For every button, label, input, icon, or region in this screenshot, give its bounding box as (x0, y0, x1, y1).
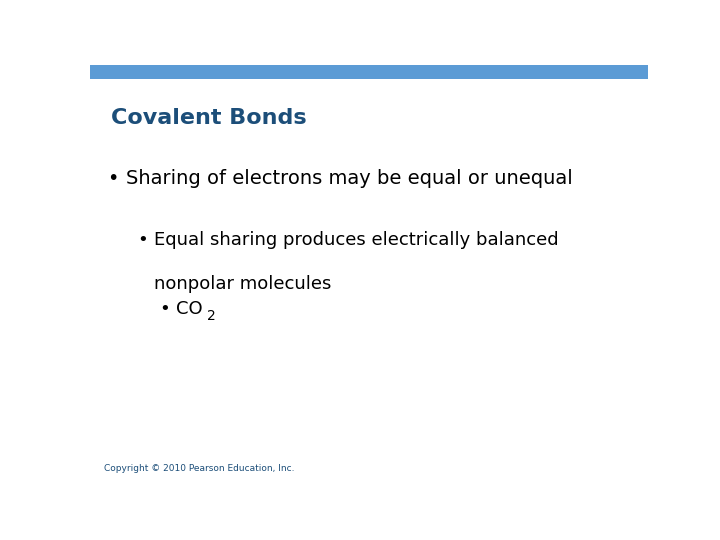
Text: •: • (160, 300, 171, 318)
Text: Copyright © 2010 Pearson Education, Inc.: Copyright © 2010 Pearson Education, Inc. (104, 464, 294, 473)
Text: Equal sharing produces electrically balanced: Equal sharing produces electrically bala… (154, 231, 559, 249)
Text: Covalent Bonds: Covalent Bonds (111, 109, 307, 129)
Text: nonpolar molecules: nonpolar molecules (154, 275, 331, 293)
Text: •: • (107, 168, 118, 188)
Text: Sharing of electrons may be equal or unequal: Sharing of electrons may be equal or une… (126, 168, 573, 188)
FancyBboxPatch shape (90, 65, 648, 78)
Text: •: • (138, 231, 148, 249)
Text: 2: 2 (207, 309, 216, 323)
Text: CO: CO (176, 300, 203, 318)
